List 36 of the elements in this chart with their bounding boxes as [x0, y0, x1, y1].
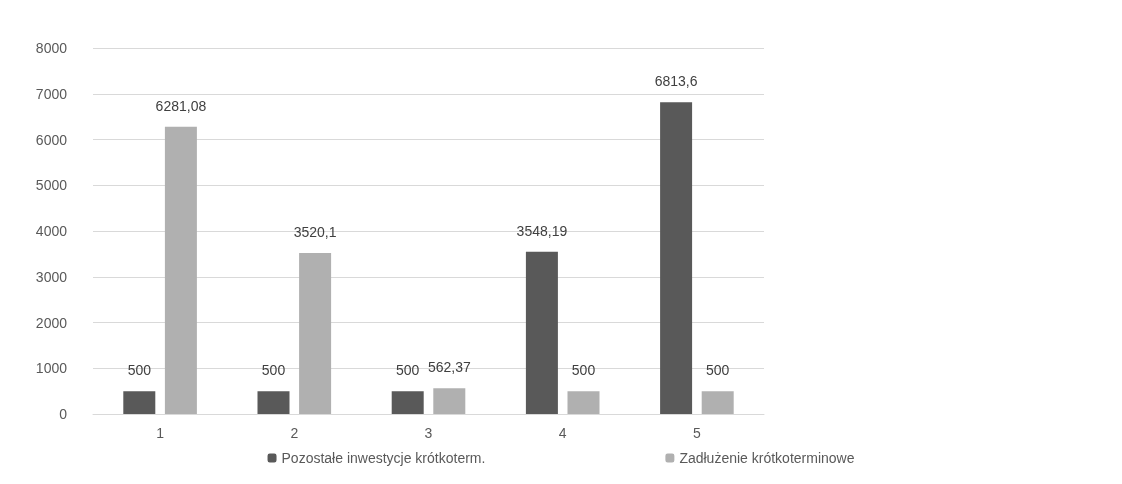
y-tick-label: 0: [59, 406, 68, 422]
bar: [164, 126, 197, 414]
x-tick-label: 1: [156, 425, 165, 441]
legend-label: Pozostałe inwestycje krótkoterm.: [281, 450, 486, 466]
bar: [660, 102, 693, 414]
y-tick-label: 2000: [35, 314, 68, 331]
bar: [257, 391, 290, 414]
y-tick-label: 4000: [35, 223, 68, 239]
data-label: 3520,1: [293, 223, 337, 240]
x-tick-label: 2: [290, 425, 299, 441]
bar: [299, 252, 332, 414]
bar: [701, 391, 734, 414]
bar: [433, 388, 466, 414]
x-tick-label: 5: [693, 425, 701, 441]
x-tick-label: 3: [424, 425, 433, 441]
y-tick-label: 3000: [35, 268, 68, 285]
bar: [123, 391, 156, 414]
data-label: 500: [571, 362, 596, 379]
y-tick-label: 7000: [35, 85, 68, 102]
bar: [567, 391, 600, 414]
data-label: 500: [261, 362, 286, 379]
data-label: 6281,08: [155, 97, 207, 114]
bar: [391, 391, 424, 414]
data-label: 500: [706, 362, 730, 379]
data-label: 500: [396, 362, 420, 379]
data-label: 6813,6: [654, 73, 698, 90]
legend-label: Zadłużenie krótkoterminowe: [679, 450, 855, 466]
x-tick-label: 4: [558, 425, 567, 441]
data-label: 562,37: [427, 359, 471, 376]
y-tick-label: 1000: [35, 360, 68, 377]
y-tick-label: 8000: [35, 40, 68, 56]
y-tick-label: 6000: [35, 131, 68, 148]
y-tick-label: 5000: [35, 177, 68, 194]
bar: [525, 251, 558, 414]
data-label: 500: [127, 362, 152, 379]
data-label: 3548,19: [516, 222, 568, 239]
